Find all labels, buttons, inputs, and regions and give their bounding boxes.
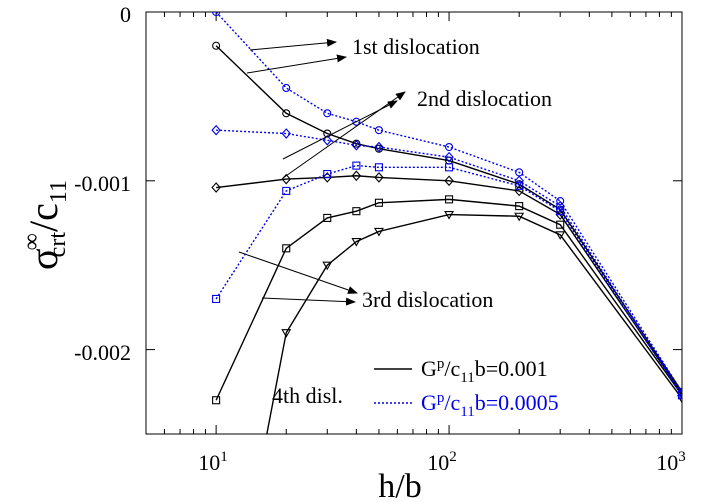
data-point-square [212,294,221,304]
y-axis-label: σ∞crt/c11 [19,180,72,270]
data-point-diamond [322,172,332,183]
series-blue-circle [212,12,682,396]
axis-ticks [145,11,683,434]
series-layer [211,12,682,434]
data-point-diamond [281,128,291,139]
data-point-diamond [351,170,362,182]
data-point-circle [352,117,361,126]
data-point-circle [556,197,565,206]
data-point-square [323,169,332,179]
annotation-arrows [238,38,406,306]
legend-label-blue: Gp/c11b=0.0005 [421,390,559,420]
data-point-circle [212,12,221,17]
arrow-2nd-b [282,100,398,160]
data-point-square [677,391,682,400]
data-point-square [212,396,221,405]
arrow-3rd-b [261,297,356,306]
annotation-4th-disl: 4th disl. [272,383,343,408]
arrow-1st-a [249,38,337,51]
data-point-square [352,207,361,216]
data-point-diamond [211,124,221,136]
data-point-circle [323,109,332,118]
data-point-triangle [444,211,455,220]
plot-area [145,11,683,435]
legend-label-black: Gp/c11b=0.001 [421,356,548,386]
annotation-1st-dislocation: 1st dislocation [352,34,480,59]
data-point-circle [282,109,291,118]
arrow-3rd-a [238,251,358,294]
data-point-square [515,181,524,190]
annotation-3rd-dislocation: 3rd dislocation [362,287,493,312]
series-line [215,12,682,393]
annotation-2nd-dislocation: 2nd dislocation [417,86,552,111]
series-line [216,129,682,394]
x-tick-label: 102 [427,449,457,475]
data-point-circle [374,126,383,135]
data-point-diamond [322,134,332,146]
series-line [215,164,682,396]
data-point-diamond [444,151,454,163]
data-point-square [374,198,383,207]
data-point-square [445,163,454,172]
data-point-diamond [351,140,362,151]
data-point-triangle [514,212,525,222]
y-tick-label: -0.002 [74,340,131,365]
data-point-diamond [211,182,221,193]
data-point-circle [445,142,454,152]
data-point-triangle [555,231,566,240]
data-point-triangle [281,329,292,338]
series-black-square [212,195,682,405]
legend: Gp/c11b=0.001 Gp/c11b=0.0005 [374,356,559,420]
data-point-diamond [444,175,454,187]
x-tick-label: 101 [198,449,228,475]
data-point-square [515,202,524,211]
data-point-square [282,186,291,195]
series-blue-square [212,161,682,400]
series-line [216,175,682,394]
data-point-square [445,195,454,204]
data-point-circle [282,83,291,93]
series-black-triangle-down [266,211,682,434]
data-point-square [374,163,383,172]
data-point-diamond [374,141,384,153]
x-axis-label: h/b [378,468,421,502]
x-tick-label: 103 [656,449,686,475]
arrow-1st-b [246,54,347,74]
data-point-circle [212,41,221,50]
data-point-square [323,213,332,222]
data-point-square [556,220,565,229]
data-point-triangle [322,261,333,271]
data-point-diamond [374,172,384,183]
y-tick-label: 0 [120,2,131,27]
arrow-2nd-a [282,91,406,179]
series-line [215,198,682,401]
data-point-square [282,244,291,253]
series-blue-diamond [211,124,682,399]
data-point-triangle [373,227,384,237]
data-point-square [556,207,565,216]
data-point-diamond [555,209,565,220]
data-point-triangle [351,238,362,247]
y-tick-label: -0.001 [74,171,131,196]
series-line [266,213,682,434]
data-point-square [352,161,361,170]
series-line [215,45,682,393]
